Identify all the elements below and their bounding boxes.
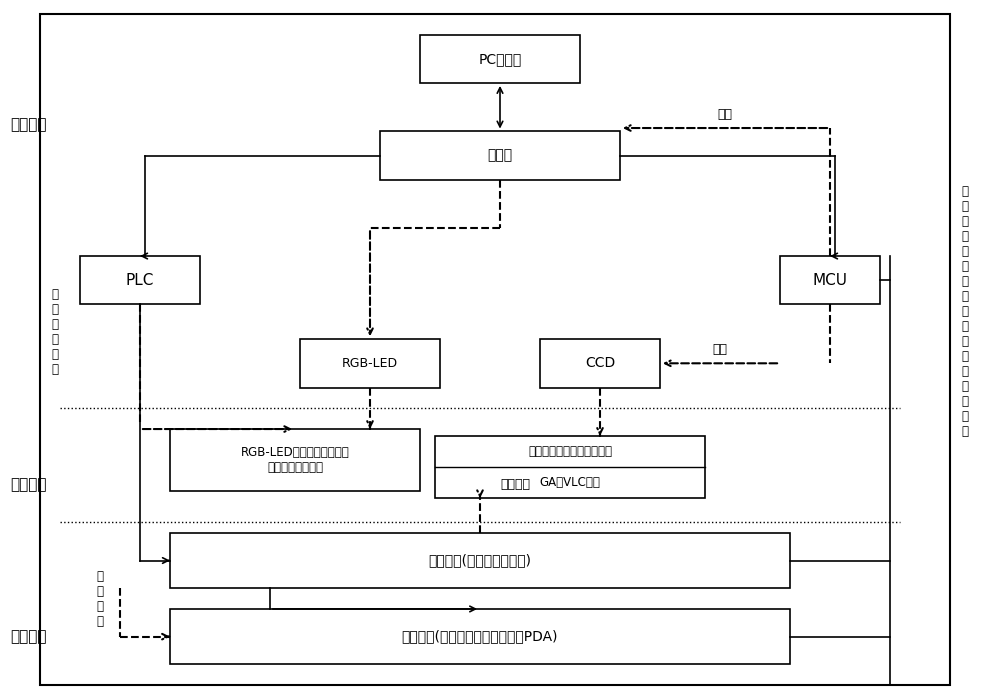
Text: 工
序
时
间
参
数: 工 序 时 间 参 数: [52, 288, 58, 376]
FancyBboxPatch shape: [420, 35, 580, 83]
Text: 移动设备(无人物料车、机械臂、PDA): 移动设备(无人物料车、机械臂、PDA): [402, 630, 558, 644]
Text: 控制命令: 控制命令: [500, 478, 530, 491]
FancyBboxPatch shape: [435, 436, 705, 498]
FancyBboxPatch shape: [540, 339, 660, 388]
Text: 三
维
数
据: 三 维 数 据: [96, 570, 104, 628]
Text: MCU: MCU: [813, 273, 848, 288]
Text: PC操作端: PC操作端: [478, 52, 522, 66]
Text: 服务器: 服务器: [487, 149, 513, 163]
FancyBboxPatch shape: [80, 256, 200, 304]
Text: 辅助算法: 辅助算法: [10, 477, 46, 492]
Text: RGB-LED二维三色余三码结
构光三维测量方法: RGB-LED二维三色余三码结 构光三维测量方法: [241, 446, 349, 474]
FancyBboxPatch shape: [170, 533, 790, 588]
Text: RGB-LED: RGB-LED: [342, 357, 398, 370]
Text: 生产控制: 生产控制: [10, 629, 46, 644]
Text: 采集: 采集: [712, 343, 728, 356]
Text: 监
控
设
备
参
数
及
移
动
设
备
坐
标
状
态
反
馈: 监 控 设 备 参 数 及 移 动 设 备 坐 标 状 态 反 馈: [962, 185, 968, 438]
Text: 系统模型: 系统模型: [10, 117, 46, 132]
Text: CCD: CCD: [585, 356, 615, 370]
Text: 生产设备(多个传感器参数): 生产设备(多个传感器参数): [428, 554, 532, 567]
FancyBboxPatch shape: [380, 131, 620, 180]
Text: 并行单像素自适应比特校准: 并行单像素自适应比特校准: [528, 445, 612, 458]
FancyBboxPatch shape: [40, 14, 950, 685]
FancyBboxPatch shape: [170, 609, 790, 664]
FancyBboxPatch shape: [170, 429, 420, 491]
Text: 编码: 编码: [718, 108, 732, 121]
FancyBboxPatch shape: [780, 256, 880, 304]
FancyBboxPatch shape: [300, 339, 440, 388]
Text: PLC: PLC: [126, 273, 154, 288]
Text: GA的VLC优化: GA的VLC优化: [540, 476, 600, 489]
